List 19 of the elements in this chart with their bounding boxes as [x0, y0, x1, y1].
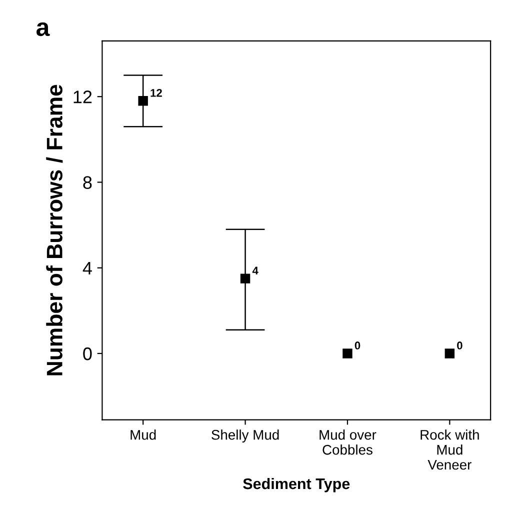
data-label: 0 — [457, 342, 462, 350]
y-tick-label: 0 — [83, 347, 92, 360]
x-tick-label: Mud over Cobbles — [320, 430, 376, 455]
x-tick-label: Shelly Mud — [212, 430, 279, 443]
data-label: 12 — [150, 88, 162, 97]
x-axis-title: Sediment Type — [243, 478, 350, 492]
x-tick-label: Rock with Mud Veneer — [420, 430, 479, 470]
y-tick-label: 12 — [74, 90, 92, 104]
y-tick-label: 8 — [83, 176, 92, 189]
point — [138, 96, 148, 106]
data-label: 4 — [252, 266, 258, 274]
data-label: 0 — [354, 342, 360, 350]
chart-title: a — [36, 22, 50, 36]
y-axis-title: Number of Burrows / Frame — [46, 84, 63, 376]
point — [240, 274, 250, 284]
point — [342, 348, 352, 358]
x-tick-label: Mud — [130, 430, 156, 440]
point — [444, 348, 455, 358]
y-tick-label: 4 — [82, 262, 92, 274]
